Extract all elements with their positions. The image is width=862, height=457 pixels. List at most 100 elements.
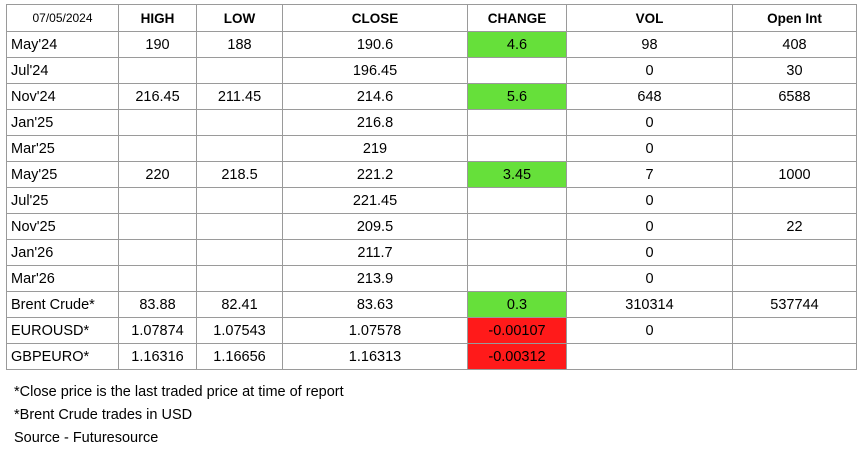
column-header-high: HIGH: [118, 4, 197, 32]
vol-cell: 310314: [566, 291, 733, 318]
change-cell: 3.45: [467, 161, 567, 188]
open-int-cell: 6588: [732, 83, 857, 110]
high-cell: [118, 135, 197, 162]
column-header-close: CLOSE: [282, 4, 468, 32]
close-cell: 1.07578: [282, 317, 468, 344]
source-note: Source - Futuresource: [14, 430, 159, 446]
vol-cell: 0: [566, 135, 733, 162]
change-cell: [467, 135, 567, 162]
table-row: Jan'26 211.7 0: [6, 239, 857, 266]
vol-cell: 98: [566, 31, 733, 58]
close-cell: 190.6: [282, 31, 468, 58]
table-row: Jul'24 196.45 0 30: [6, 57, 857, 84]
high-cell: [118, 109, 197, 136]
high-cell: [118, 57, 197, 84]
high-cell: [118, 213, 197, 240]
close-cell: 209.5: [282, 213, 468, 240]
close-cell: 83.63: [282, 291, 468, 318]
vol-cell: 0: [566, 239, 733, 266]
column-header-open-int: Open Int: [732, 4, 857, 32]
change-cell: [467, 187, 567, 214]
table-row: Jan'25 216.8 0: [6, 109, 857, 136]
column-header-change: CHANGE: [467, 4, 567, 32]
vol-cell: 0: [566, 57, 733, 84]
high-cell: 83.88: [118, 291, 197, 318]
report-date: 07/05/2024: [6, 4, 119, 32]
high-cell: 220: [118, 161, 197, 188]
low-cell: [196, 265, 283, 292]
table-row: Mar'26 213.9 0: [6, 265, 857, 292]
high-cell: [118, 239, 197, 266]
close-cell: 221.2: [282, 161, 468, 188]
change-cell: 0.3: [467, 291, 567, 318]
table-row: Brent Crude* 83.88 82.41 83.63 0.3 310314 5377…: [6, 291, 857, 318]
contract-cell: May'25: [6, 161, 119, 188]
high-cell: 1.16316: [118, 343, 197, 370]
close-cell: 214.6: [282, 83, 468, 110]
change-cell: [467, 109, 567, 136]
table-row: Nov'25 209.5 0 22: [6, 213, 857, 240]
vol-cell: 0: [566, 213, 733, 240]
table-row: May'25 220 218.5 221.2 3.45 7 1000: [6, 161, 857, 188]
contract-cell: Mar'25: [6, 135, 119, 162]
change-cell: 4.6: [467, 31, 567, 58]
table-row: EUROUSD* 1.07874 1.07543 1.07578 -0.00107 0: [6, 317, 857, 344]
contract-cell: Jul'25: [6, 187, 119, 214]
futures-price-table: 07/05/2024 HIGH LOW CLOSE CHANGE VOL Ope…: [6, 4, 857, 370]
close-cell: 196.45: [282, 57, 468, 84]
vol-cell: 0: [566, 109, 733, 136]
low-cell: 1.07543: [196, 317, 283, 344]
close-cell: 213.9: [282, 265, 468, 292]
close-cell: 211.7: [282, 239, 468, 266]
contract-cell: Nov'24: [6, 83, 119, 110]
change-cell: [467, 265, 567, 292]
open-int-cell: [732, 317, 857, 344]
table-row: Mar'25 219 0: [6, 135, 857, 162]
vol-cell: [566, 343, 733, 370]
contract-cell: GBPEURO*: [6, 343, 119, 370]
low-cell: 82.41: [196, 291, 283, 318]
open-int-cell: 22: [732, 213, 857, 240]
contract-cell: Brent Crude*: [6, 291, 119, 318]
close-cell: 219: [282, 135, 468, 162]
column-header-low: LOW: [196, 4, 283, 32]
open-int-cell: 537744: [732, 291, 857, 318]
vol-cell: 0: [566, 265, 733, 292]
table-row: GBPEURO* 1.16316 1.16656 1.16313 -0.00312: [6, 343, 857, 370]
footnotes: *Close price is the last traded price at…: [14, 381, 344, 450]
close-cell: 1.16313: [282, 343, 468, 370]
open-int-cell: [732, 187, 857, 214]
contract-cell: Nov'25: [6, 213, 119, 240]
low-cell: [196, 135, 283, 162]
low-cell: [196, 57, 283, 84]
change-cell: -0.00107: [467, 317, 567, 344]
close-cell: 216.8: [282, 109, 468, 136]
high-cell: [118, 187, 197, 214]
open-int-cell: 408: [732, 31, 857, 58]
table-header-row: 07/05/2024 HIGH LOW CLOSE CHANGE VOL Ope…: [6, 4, 857, 32]
open-int-cell: [732, 135, 857, 162]
low-cell: [196, 187, 283, 214]
high-cell: 190: [118, 31, 197, 58]
close-price-note: *Close price is the last traded price at…: [14, 384, 344, 400]
open-int-cell: 1000: [732, 161, 857, 188]
brent-currency-note: *Brent Crude trades in USD: [14, 407, 193, 423]
vol-cell: 0: [566, 187, 733, 214]
high-cell: [118, 265, 197, 292]
low-cell: [196, 239, 283, 266]
change-cell: -0.00312: [467, 343, 567, 370]
table-row: May'24 190 188 190.6 4.6 98 408: [6, 31, 857, 58]
change-cell: [467, 213, 567, 240]
column-header-vol: VOL: [566, 4, 733, 32]
contract-cell: May'24: [6, 31, 119, 58]
table-row: Nov'24 216.45 211.45 214.6 5.6 648 6588: [6, 83, 857, 110]
high-cell: 1.07874: [118, 317, 197, 344]
vol-cell: 648: [566, 83, 733, 110]
vol-cell: 0: [566, 317, 733, 344]
contract-cell: Jan'25: [6, 109, 119, 136]
low-cell: 211.45: [196, 83, 283, 110]
contract-cell: Jan'26: [6, 239, 119, 266]
open-int-cell: [732, 265, 857, 292]
change-cell: [467, 57, 567, 84]
change-cell: 5.6: [467, 83, 567, 110]
